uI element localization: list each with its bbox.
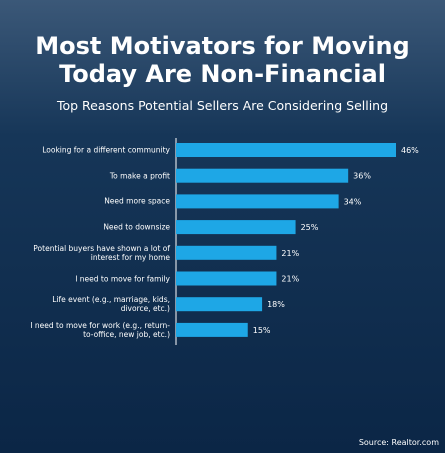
chart-subtitle: Top Reasons Potential Sellers Are Consid… <box>56 98 389 113</box>
chart-title: Most Motivators for Moving Today Are Non… <box>35 32 410 88</box>
value-label: 36% <box>353 172 371 181</box>
value-label: 21% <box>281 249 299 258</box>
value-label: 46% <box>401 146 419 155</box>
value-label: 34% <box>344 197 362 206</box>
bar <box>176 194 339 209</box>
category-label: Looking for a different community <box>42 145 170 155</box>
value-label: 21% <box>281 275 299 284</box>
bar <box>176 220 296 235</box>
bar <box>176 322 248 337</box>
bar <box>176 271 277 286</box>
bar <box>176 245 277 260</box>
category-label: Need more space <box>104 196 170 206</box>
category-label: Potential buyers have shown a lot of int… <box>33 243 170 262</box>
category-label: Life event (e.g., marriage, kids, divorc… <box>52 295 170 314</box>
category-label: I need to move for work (e.g., return-to… <box>30 320 170 339</box>
category-label: To make a profit <box>109 171 170 181</box>
value-label: 25% <box>301 223 319 232</box>
category-label: Need to downsize <box>103 222 170 232</box>
value-label: 18% <box>267 300 285 309</box>
source-note: Source: Realtor.com <box>358 438 439 447</box>
bar <box>176 297 263 312</box>
value-label: 15% <box>253 326 271 335</box>
bar <box>176 143 396 157</box>
bar <box>176 168 349 183</box>
category-label: I need to move for family <box>75 274 170 283</box>
